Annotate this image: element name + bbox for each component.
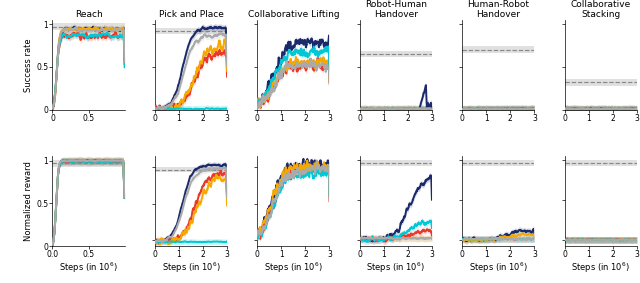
X-axis label: Steps (in 10$^6$): Steps (in 10$^6$) [264,261,323,275]
Y-axis label: Normalized reward: Normalized reward [24,161,33,241]
X-axis label: Steps (in 10$^6$): Steps (in 10$^6$) [59,261,118,275]
Title: Pick and Place: Pick and Place [159,10,223,19]
X-axis label: Steps (in 10$^6$): Steps (in 10$^6$) [366,261,426,275]
Title: Collaborative Lifting: Collaborative Lifting [248,10,339,19]
X-axis label: Steps (in 10$^6$): Steps (in 10$^6$) [572,261,630,275]
Title: Reach: Reach [75,10,102,19]
X-axis label: Steps (in 10$^6$): Steps (in 10$^6$) [469,261,528,275]
X-axis label: Steps (in 10$^6$): Steps (in 10$^6$) [161,261,220,275]
Title: Human-Robot
Handover: Human-Robot Handover [467,0,529,19]
Title: Robot-Human
Handover: Robot-Human Handover [365,0,427,19]
Title: Collaborative
Stacking: Collaborative Stacking [571,0,631,19]
Y-axis label: Success rate: Success rate [24,38,33,91]
